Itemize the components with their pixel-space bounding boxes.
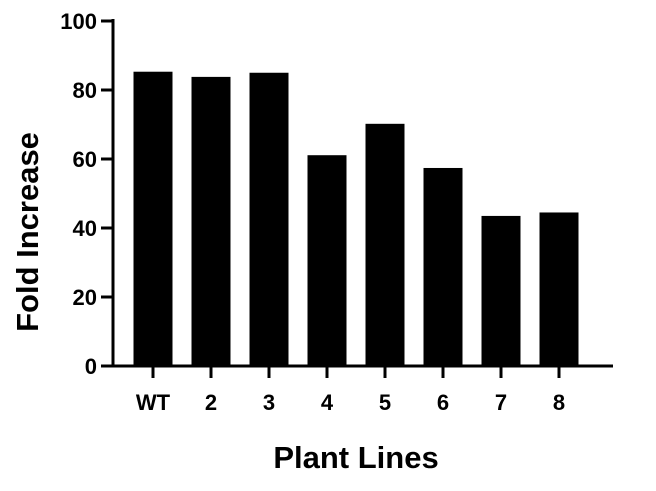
y-axis-label: Fold Increase xyxy=(10,132,45,332)
x-tick-label: 3 xyxy=(263,390,275,415)
y-tick-label: 60 xyxy=(73,147,97,172)
bar-7 xyxy=(481,215,521,366)
y-tick-label: 40 xyxy=(73,216,97,241)
bar-5 xyxy=(365,123,405,366)
x-tick-label: 7 xyxy=(495,390,507,415)
bar-6 xyxy=(423,167,463,366)
y-tick-label: 80 xyxy=(73,78,97,103)
y-tick-label: 100 xyxy=(60,9,97,34)
x-tick-label: WT xyxy=(136,390,171,415)
y-tick-label: 0 xyxy=(85,354,97,379)
bar-4 xyxy=(307,155,347,366)
x-tick-label: 5 xyxy=(379,390,391,415)
bar-2 xyxy=(191,76,231,366)
x-tick-label: 4 xyxy=(321,390,334,415)
bar-8 xyxy=(539,212,579,366)
x-tick-label: 6 xyxy=(437,390,449,415)
x-axis-label: Plant Lines xyxy=(273,440,438,475)
bar-WT xyxy=(133,71,173,366)
x-tick-label: 2 xyxy=(205,390,217,415)
x-tick-label: 8 xyxy=(553,390,565,415)
bar-3 xyxy=(249,72,289,366)
y-tick-label: 20 xyxy=(73,285,97,310)
